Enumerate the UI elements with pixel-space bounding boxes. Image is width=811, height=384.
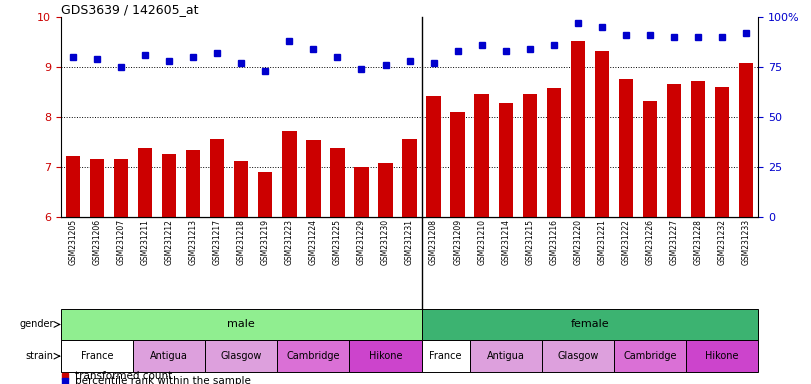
Bar — [474, 94, 489, 217]
Bar — [378, 163, 393, 217]
Bar — [470, 340, 542, 372]
Bar — [686, 340, 758, 372]
Bar — [499, 103, 513, 217]
Text: Antigua: Antigua — [150, 351, 188, 361]
Text: GSM231231: GSM231231 — [405, 219, 414, 265]
Bar — [162, 154, 176, 217]
Text: GSM231220: GSM231220 — [573, 219, 582, 265]
Text: GSM231208: GSM231208 — [429, 219, 438, 265]
Bar — [205, 340, 277, 372]
Text: GSM231216: GSM231216 — [549, 219, 558, 265]
Bar — [61, 340, 133, 372]
Text: GSM231221: GSM231221 — [598, 219, 607, 265]
Bar — [715, 87, 729, 217]
Bar — [306, 140, 320, 217]
Text: strain: strain — [26, 351, 54, 361]
Text: female: female — [571, 319, 609, 329]
Text: Hikone: Hikone — [369, 351, 402, 361]
Text: percentile rank within the sample: percentile rank within the sample — [75, 376, 251, 384]
Text: France: France — [429, 351, 462, 361]
Bar — [61, 309, 422, 340]
Bar — [350, 340, 422, 372]
Text: GSM231223: GSM231223 — [285, 219, 294, 265]
Text: GSM231218: GSM231218 — [237, 219, 246, 265]
Text: GSM231210: GSM231210 — [477, 219, 487, 265]
Text: GSM231209: GSM231209 — [453, 219, 462, 265]
Text: Cambridge: Cambridge — [624, 351, 677, 361]
Bar — [138, 148, 152, 217]
Bar — [571, 41, 585, 217]
Bar — [402, 139, 417, 217]
Text: GSM231233: GSM231233 — [742, 219, 751, 265]
Text: transformed count: transformed count — [75, 371, 172, 381]
Bar — [422, 340, 470, 372]
Text: male: male — [227, 319, 255, 329]
Text: GSM231232: GSM231232 — [718, 219, 727, 265]
Text: GSM231225: GSM231225 — [333, 219, 342, 265]
Bar — [186, 150, 200, 217]
Bar — [547, 88, 561, 217]
Text: Hikone: Hikone — [706, 351, 739, 361]
Text: Cambridge: Cambridge — [286, 351, 340, 361]
Bar — [90, 159, 104, 217]
Bar — [450, 112, 465, 217]
Text: GSM231212: GSM231212 — [165, 219, 174, 265]
Text: Antigua: Antigua — [487, 351, 525, 361]
Bar — [114, 159, 128, 217]
Bar — [594, 51, 609, 217]
Text: France: France — [80, 351, 114, 361]
Bar — [234, 161, 248, 217]
Bar — [210, 139, 225, 217]
Text: GSM231214: GSM231214 — [501, 219, 510, 265]
Bar — [542, 340, 614, 372]
Text: GSM231211: GSM231211 — [140, 219, 149, 265]
Bar — [691, 81, 706, 217]
Bar — [282, 131, 297, 217]
Bar — [133, 340, 205, 372]
Bar — [66, 156, 80, 217]
Text: GSM231227: GSM231227 — [670, 219, 679, 265]
Text: gender: gender — [19, 319, 54, 329]
Text: GSM231219: GSM231219 — [261, 219, 270, 265]
Text: Glasgow: Glasgow — [557, 351, 599, 361]
Bar — [739, 63, 753, 217]
Bar — [330, 148, 345, 217]
Text: GSM231205: GSM231205 — [68, 219, 77, 265]
Bar — [422, 309, 758, 340]
Text: GSM231207: GSM231207 — [117, 219, 126, 265]
Text: GSM231206: GSM231206 — [92, 219, 101, 265]
Text: GSM231222: GSM231222 — [621, 219, 630, 265]
Text: GSM231215: GSM231215 — [526, 219, 534, 265]
Text: GSM231230: GSM231230 — [381, 219, 390, 265]
Bar — [643, 101, 657, 217]
Text: GSM231224: GSM231224 — [309, 219, 318, 265]
Text: GSM231229: GSM231229 — [357, 219, 366, 265]
Text: GSM231228: GSM231228 — [693, 219, 702, 265]
Bar — [277, 340, 350, 372]
Bar — [427, 96, 441, 217]
Bar — [619, 79, 633, 217]
Text: GSM231217: GSM231217 — [212, 219, 221, 265]
Bar — [667, 84, 681, 217]
Bar — [522, 94, 537, 217]
Bar — [258, 172, 272, 217]
Text: GSM231213: GSM231213 — [189, 219, 198, 265]
Bar — [354, 167, 369, 217]
Text: GSM231226: GSM231226 — [646, 219, 654, 265]
Text: Glasgow: Glasgow — [221, 351, 262, 361]
Text: GDS3639 / 142605_at: GDS3639 / 142605_at — [61, 3, 199, 16]
Bar — [614, 340, 686, 372]
